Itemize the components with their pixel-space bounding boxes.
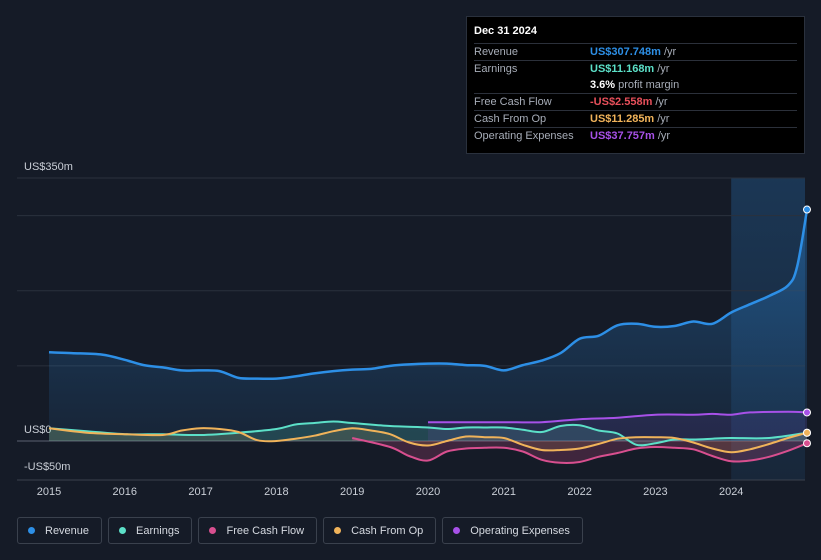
line-cash-from-op bbox=[48, 427, 808, 454]
legend-item-free-cash-flow[interactable]: Free Cash Flow bbox=[198, 517, 318, 544]
y-tick-label-bottom: -US$50m bbox=[24, 461, 70, 473]
x-tick-label: 2020 bbox=[416, 486, 440, 498]
legend-dot-icon bbox=[209, 527, 217, 534]
x-tick-label: 2024 bbox=[719, 486, 743, 498]
tooltip-row-label: Earnings bbox=[474, 63, 518, 75]
end-markers bbox=[803, 205, 811, 448]
tooltip-row-value: US$37.757m bbox=[590, 130, 655, 142]
tooltip-row: Operating Expenses US$37.757m/yr bbox=[474, 127, 797, 144]
line-operating-expenses bbox=[428, 410, 808, 424]
tooltip-row-value: 3.6% bbox=[590, 79, 616, 91]
tooltip-row-value: US$11.168m bbox=[590, 63, 655, 75]
tooltip-panel: Dec 31 2024 Revenue US$307.748m/yr Earning… bbox=[466, 16, 805, 154]
chart-legend: Revenue Earnings Free Cash Flow Cash From O… bbox=[17, 517, 583, 544]
y-tick-label-top: US$350m bbox=[24, 161, 73, 173]
tooltip-row: Revenue US$307.748m/yr bbox=[474, 43, 797, 60]
tooltip-row: Free Cash Flow -US$2.558m/yr bbox=[474, 93, 797, 110]
area-revenue bbox=[49, 209, 807, 441]
x-tick-label: 2019 bbox=[340, 486, 364, 498]
tooltip-row-unit: /yr bbox=[657, 130, 671, 142]
tooltip-row-label: Operating Expenses bbox=[474, 130, 574, 142]
series-lines bbox=[48, 209, 809, 464]
area-free-cash-flow bbox=[352, 438, 807, 463]
x-tick-label: 2015 bbox=[37, 486, 61, 498]
tooltip-row-value: US$307.748m bbox=[590, 46, 661, 58]
x-tick-label: 2016 bbox=[113, 486, 137, 498]
tooltip-row-label bbox=[474, 77, 590, 93]
tooltip-rows: Revenue US$307.748m/yr Earnings US$11.168m /… bbox=[474, 43, 797, 144]
tooltip-row: Earnings US$11.168m/yr bbox=[474, 60, 797, 77]
area-cash-from-op bbox=[49, 428, 807, 453]
marker-cash-from-op bbox=[803, 428, 811, 437]
legend-item-cash-from-op[interactable]: Cash From Op bbox=[323, 517, 437, 544]
y-tick-label-zero: US$0 bbox=[24, 424, 52, 436]
tooltip-row: 3.6% profit margin bbox=[474, 77, 797, 93]
tooltip-row-unit: /yr bbox=[657, 63, 670, 75]
x-tick-label: 2022 bbox=[567, 486, 591, 498]
line-revenue bbox=[48, 209, 809, 381]
tooltip-row-unit: /yr bbox=[663, 46, 677, 58]
legend-label: Operating Expenses bbox=[470, 524, 570, 537]
series-areas bbox=[49, 209, 807, 463]
marker-revenue bbox=[803, 205, 811, 214]
tooltip-row-value: US$11.285m bbox=[590, 113, 655, 125]
tooltip-row-unit: profit margin bbox=[618, 79, 680, 91]
x-tick-label: 2021 bbox=[492, 486, 516, 498]
tooltip-row-value: -US$2.558m bbox=[590, 96, 653, 108]
tooltip-row: Cash From Op US$11.285m/yr bbox=[474, 110, 797, 127]
legend-item-earnings[interactable]: Earnings bbox=[108, 517, 193, 544]
tooltip-row-label: Cash From Op bbox=[474, 113, 547, 125]
tooltip-date: Dec 31 2024 bbox=[474, 25, 537, 37]
line-free-cash-flow bbox=[351, 437, 808, 464]
x-tick-label: 2018 bbox=[264, 486, 288, 498]
area-operating-expenses bbox=[428, 411, 807, 441]
marker-free-cash-flow bbox=[803, 439, 811, 448]
legend-dot-icon bbox=[119, 527, 127, 534]
legend-dot-icon bbox=[453, 527, 461, 534]
x-axis-ticks: 2015 2016 2017 2018 2019 2020 2021 2022 2023 2024 bbox=[37, 486, 744, 498]
legend-label: Free Cash Flow bbox=[226, 524, 305, 537]
legend-label: Revenue bbox=[45, 524, 90, 537]
financial-chart: US$350m US$0 -US$50m 2015 2016 2017 2018 201… bbox=[17, 161, 811, 498]
marker-operating-expenses bbox=[803, 408, 811, 417]
tooltip-row-label: Free Cash Flow bbox=[474, 96, 552, 108]
legend-label: Earnings bbox=[136, 524, 180, 537]
tooltip-row-label: Revenue bbox=[474, 46, 519, 58]
tooltip-row-unit: /yr bbox=[655, 96, 668, 108]
x-tick-label: 2017 bbox=[188, 486, 212, 498]
legend-item-operating-expenses[interactable]: Operating Expenses bbox=[442, 517, 583, 544]
x-tick-label: 2023 bbox=[643, 486, 667, 498]
legend-dot-icon bbox=[334, 527, 342, 534]
legend-dot-icon bbox=[28, 527, 35, 534]
legend-label: Cash From Op bbox=[351, 524, 424, 537]
tooltip-row-unit: /yr bbox=[657, 113, 670, 125]
legend-item-revenue[interactable]: Revenue bbox=[17, 517, 103, 544]
